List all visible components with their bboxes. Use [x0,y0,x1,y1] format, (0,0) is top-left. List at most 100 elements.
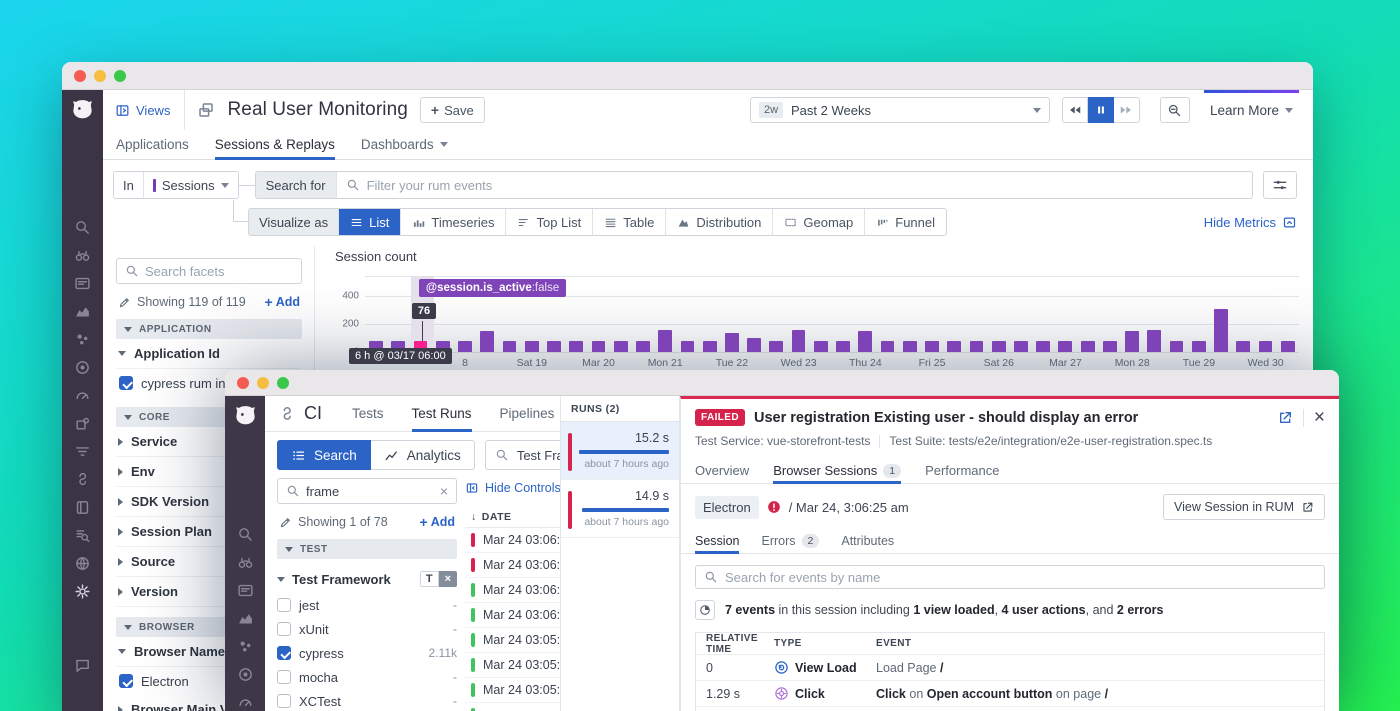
run-card[interactable]: 14.9 s about 7 hours ago [561,480,679,538]
checkbox[interactable] [277,622,291,636]
tab-pipelines[interactable]: Pipelines [500,396,555,431]
chart-bar[interactable] [547,340,561,352]
test-run-row[interactable] [465,703,678,711]
remove-filter-chip[interactable]: × [438,571,457,587]
chart-bar[interactable] [569,340,584,352]
tab-test-runs[interactable]: Test Runs [411,396,472,432]
run-card[interactable]: 15.2 s about 7 hours ago [561,422,679,480]
logs-filter-icon[interactable] [74,443,91,460]
event-search-field[interactable] [695,565,1325,589]
pause-button[interactable] [1087,97,1114,123]
chart-bar[interactable] [680,340,695,352]
synthetics-target-icon[interactable] [237,666,254,683]
facet-search-field[interactable] [116,258,302,284]
minimize-window-button[interactable] [94,69,106,82]
close-window-button[interactable] [74,69,86,82]
facet-group-header-application[interactable]: APPLICATION [116,319,302,339]
chart-bar[interactable] [1236,340,1251,352]
settings-gear-icon[interactable] [74,583,91,600]
facet-value-xunit[interactable]: xUnit - [277,617,457,641]
facet-value-electron[interactable]: Electron [116,667,302,695]
chart-bar[interactable] [458,340,472,352]
analytics-mode-button[interactable]: Analytics [370,440,475,470]
process-dots-icon[interactable] [237,638,254,655]
chart-bar[interactable] [747,338,761,352]
chart-bar[interactable] [1080,340,1095,352]
chart-bar[interactable] [925,340,939,352]
facet-value-cypress[interactable]: cypress 2.11k [277,641,457,665]
views-button[interactable]: Views [115,90,186,130]
facet-group-header-test[interactable]: TEST [277,539,457,559]
viz-option-top-list[interactable]: Top List [505,209,592,235]
ci-facet-search-input[interactable] [306,483,434,499]
facet-item-browser-name[interactable]: Browser Name [116,637,302,667]
chart-bar[interactable] [947,340,962,352]
filter-chip[interactable]: T [419,571,439,587]
checkbox[interactable] [119,674,133,688]
dashboard-card-icon[interactable] [74,275,91,292]
zoom-out-button[interactable] [1159,97,1190,123]
checkbox[interactable] [277,646,291,660]
chart-bar[interactable] [413,341,428,352]
chart-bar[interactable] [613,340,628,352]
metrics-chart-icon[interactable] [237,610,254,627]
chart-bar[interactable] [435,340,450,352]
chart-bar[interactable] [902,340,917,352]
chart-bar[interactable] [391,340,406,352]
chart-bar[interactable] [369,340,383,352]
chart-bar[interactable] [524,340,539,352]
checkbox[interactable] [119,376,133,390]
close-window-button[interactable] [237,376,249,389]
help-chat-icon[interactable] [74,657,91,674]
learn-more-button[interactable]: Learn More [1203,90,1300,130]
search-icon[interactable] [237,526,254,543]
pencil-icon[interactable] [118,296,131,309]
ci-link-icon[interactable] [74,471,91,488]
time-range-select[interactable]: 2w Past 2 Weeks [749,97,1050,123]
scope-select[interactable]: Sessions [142,172,238,198]
checkbox[interactable] [277,694,291,708]
maximize-window-button[interactable] [114,69,126,82]
datadog-logo-icon[interactable] [233,403,258,428]
type-header[interactable]: TYPE [774,638,802,649]
facet-item-browser-main-ve[interactable]: Browser Main Ve [116,695,302,711]
chart-bar[interactable] [836,340,850,352]
hide-metrics-link[interactable]: Hide Metrics [1204,208,1297,236]
rewind-button[interactable] [1061,97,1088,123]
chart-bar[interactable] [480,331,495,352]
chart-bar[interactable] [858,331,873,352]
checkbox[interactable] [277,598,291,612]
checkbox[interactable] [277,670,291,684]
chart-bar[interactable] [1258,340,1273,352]
event-search-input[interactable] [725,569,1316,585]
tab-dashboards[interactable]: Dashboards [361,130,448,159]
facet-item-sdk-version[interactable]: SDK Version [116,487,302,517]
chart-bar[interactable] [769,340,784,352]
tab-tests[interactable]: Tests [352,396,384,431]
facet-item-session-plan[interactable]: Session Plan [116,517,302,547]
synthetics-target-icon[interactable] [74,359,91,376]
viz-option-funnel[interactable]: Funnel [864,209,946,235]
subtab-errors[interactable]: Errors 2 [761,528,820,553]
tab-sessions-replays[interactable]: Sessions & Replays [214,130,335,160]
chart-bar[interactable] [791,329,806,352]
rum-search-field[interactable] [337,177,1252,193]
chart-bar[interactable] [502,340,517,352]
facet-item-version[interactable]: Version [116,577,302,607]
search-icon[interactable] [74,219,91,236]
chart-bar[interactable] [724,333,739,352]
chart-bar[interactable] [1147,330,1162,352]
facet-value-mocha[interactable]: mocha - [277,665,457,689]
chart-bar[interactable] [1014,340,1028,352]
view-session-in-rum-button[interactable]: View Session in RUM [1163,494,1325,520]
process-dots-icon[interactable] [74,331,91,348]
search-mode-button[interactable]: Search [277,440,371,470]
gauge-icon[interactable] [237,694,254,711]
viz-option-table[interactable]: Table [592,209,665,235]
notebook-icon[interactable] [74,499,91,516]
pencil-icon[interactable] [279,516,292,529]
gauge-icon[interactable] [74,387,91,404]
subtab-session[interactable]: Session [695,528,740,554]
chart-bar[interactable] [813,340,828,352]
minimize-window-button[interactable] [257,376,269,389]
